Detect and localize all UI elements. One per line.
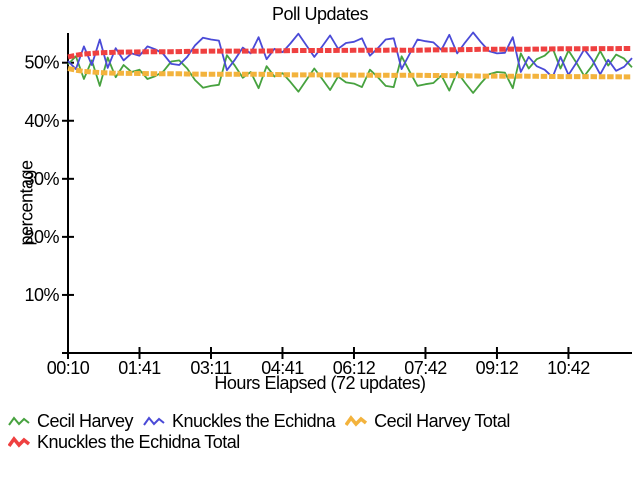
series-knuckles-the-echidna — [67, 31, 633, 79]
legend-label: Knuckles the Echidna — [172, 411, 336, 431]
x-tick-label: 04:41 — [261, 358, 304, 378]
series-cecil-harvey-total — [67, 66, 632, 80]
y-axis-label: percentage — [16, 160, 37, 246]
x-tick-label: 07:42 — [404, 358, 447, 378]
series-knuckles-the-echidna-total — [67, 46, 632, 60]
x-axis-label: Hours Elapsed (72 updates) — [214, 373, 426, 393]
y-tick-label: 30% — [24, 169, 59, 189]
series-cecil-harvey — [67, 47, 633, 94]
chart-title: Poll Updates — [271, 4, 369, 24]
y-tick-label: 40% — [24, 111, 59, 131]
legend-label: Cecil Harvey — [37, 411, 134, 431]
x-tick-label: 06:12 — [333, 358, 376, 378]
y-tick-label: 10% — [24, 285, 59, 305]
line-squiggle-icon — [8, 416, 30, 426]
legend: Cecil Harvey Knuckles the Echidna Cecil … — [8, 411, 638, 453]
x-tick-label: 01:41 — [118, 358, 161, 378]
x-tick-label: 10:42 — [547, 358, 590, 378]
line-squiggle-icon — [8, 436, 31, 448]
x-tick-label: 00:10 — [47, 358, 90, 378]
legend-row: Cecil Harvey Knuckles the Echidna Cecil … — [8, 411, 638, 432]
legend-item: Cecil Harvey Total — [345, 411, 510, 432]
y-tick-label: 50% — [24, 53, 59, 73]
y-tick-label: 20% — [24, 227, 59, 247]
line-squiggle-icon — [345, 415, 368, 427]
legend-item: Knuckles the Echidna Total — [8, 432, 240, 453]
plot-area: 10% 20% 30% 40% 50% 00:10 01:41 03:11 04:41 06:12… — [24, 31, 633, 378]
legend-label: Knuckles the Echidna Total — [37, 432, 240, 452]
legend-item: Cecil Harvey — [8, 411, 134, 432]
x-tick-label: 03:11 — [190, 358, 232, 378]
legend-label: Cecil Harvey Total — [374, 411, 510, 431]
line-squiggle-icon — [143, 416, 165, 426]
x-tick-label: 09:12 — [476, 358, 519, 378]
legend-item: Knuckles the Echidna — [143, 411, 336, 432]
legend-row: Knuckles the Echidna Total — [8, 432, 638, 453]
